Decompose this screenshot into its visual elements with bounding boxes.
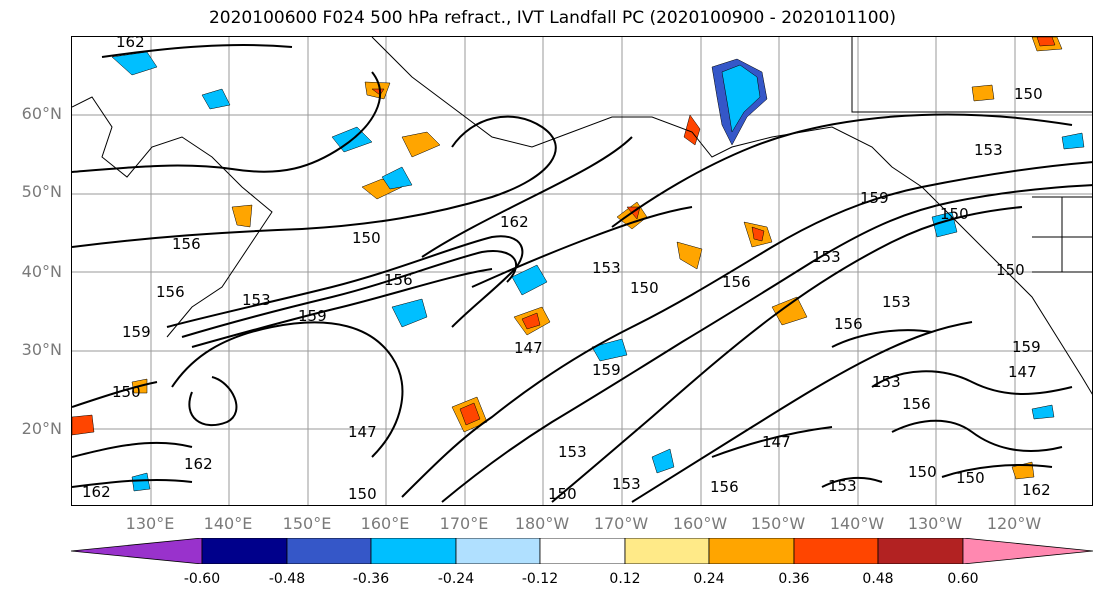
contour-label: 147 [348,423,377,441]
lon-label-160e: 160°E [360,514,410,533]
contour-label: 156 [710,478,739,496]
lat-label-20n: 20°N [21,419,62,438]
contour-label: 147 [1008,363,1037,381]
contour-label: 162 [116,37,145,51]
colorbar-tick: -0.36 [352,571,390,587]
contour-label: 150 [630,279,659,297]
colorbar-tick: -0.60 [183,571,221,587]
colorbar-tick: 0.36 [778,571,810,587]
contour-label: 159 [860,189,889,207]
contour-label: 159 [298,307,327,325]
colorbar-segment [624,538,710,564]
contour-label: 159 [1012,338,1041,356]
lon-label-130w: 130°W [907,514,963,533]
height-contours [72,44,1092,503]
contour-label: 156 [902,395,931,413]
lon-label-140w: 140°W [829,514,885,533]
contour-label: 153 [882,293,911,311]
lat-label-30n: 30°N [21,340,62,359]
lon-label-160w: 160°W [672,514,728,533]
lon-label-140e: 140°E [203,514,253,533]
contour-label: 159 [122,323,151,341]
lon-label-120w: 120°W [986,514,1042,533]
contour-map: 162 156 150 156 153 159 156 162 153 150 … [72,37,1092,505]
contour-label: 156 [722,273,751,291]
contour-label: 153 [974,141,1003,159]
contour-label: 150 [956,469,985,487]
colorbar-tick: 0.48 [862,571,894,587]
map-title: 2020100600 F024 500 hPa refract., IVT La… [208,8,896,28]
lon-label-150w: 150°W [750,514,806,533]
lon-label-180w: 180°W [514,514,570,533]
contour-label: 153 [812,248,841,266]
contour-label: 162 [184,455,213,473]
contour-label: 150 [348,485,377,503]
lon-label-170e: 170°E [439,514,489,533]
colorbar-tick: 0.24 [693,571,725,587]
colorbar-segment [793,538,879,564]
contour-label: 156 [834,315,863,333]
contour-labels: 162 156 150 156 153 159 156 162 153 150 … [82,37,1051,503]
contour-label: 150 [548,485,577,503]
colorbar-segment [539,538,626,564]
contour-label: 150 [112,383,141,401]
lat-label-50n: 50°N [21,182,62,201]
contour-label: 150 [352,229,381,247]
contour-label: 153 [592,259,621,277]
coastlines [72,37,1092,395]
map-panel: 162 156 150 156 153 159 156 162 153 150 … [71,36,1093,506]
contour-label: 153 [242,291,271,309]
contour-label: 147 [514,339,543,357]
contour-label: 153 [612,475,641,493]
contour-label: 150 [940,205,969,223]
colorbar-segment [708,538,795,564]
contour-label: 153 [828,477,857,495]
contour-label: 159 [592,361,621,379]
contour-label: 162 [82,483,111,501]
contour-label: 156 [384,271,413,289]
lon-label-150e: 150°E [282,514,332,533]
colorbar-tick: -0.12 [521,571,559,587]
colorbar [71,538,1093,564]
lon-label-170w: 170°W [593,514,649,533]
contour-label: 150 [1014,85,1043,103]
contour-label: 156 [172,235,201,253]
colorbar-segment [370,538,457,564]
colorbar-tick: -0.24 [437,571,475,587]
contour-label: 156 [156,283,185,301]
colorbar-segment [877,538,964,564]
lat-label-60n: 60°N [21,104,62,123]
colorbar-segment [201,538,288,564]
colorbar-segment [286,538,372,564]
colorbar-segment-neg-extend [71,538,203,564]
gridlines [72,37,1092,505]
contour-label: 153 [558,443,587,461]
contour-label: 162 [500,213,529,231]
contour-label: 162 [1022,481,1051,499]
colorbar-tick: 0.60 [947,571,979,587]
colorbar-segment-pos-extend [962,538,1093,564]
colorbar-tick: 0.12 [609,571,641,587]
lat-label-40n: 40°N [21,262,62,281]
contour-label: 147 [762,433,791,451]
contour-label: 150 [908,463,937,481]
colorbar-segment [455,538,541,564]
lon-label-130e: 130°E [125,514,175,533]
contour-label: 150 [996,261,1025,279]
contour-label: 153 [872,373,901,391]
colorbar-tick: -0.48 [268,571,306,587]
